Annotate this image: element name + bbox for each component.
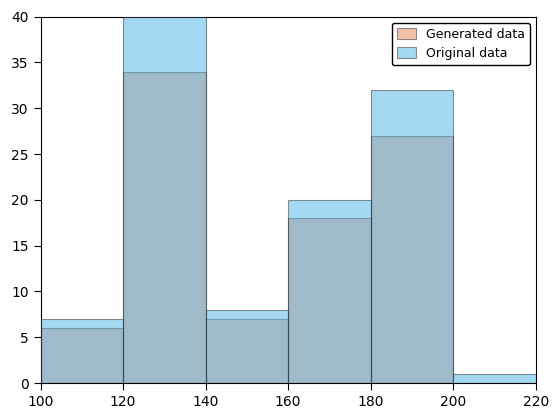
Bar <box>371 136 453 383</box>
Bar <box>40 319 123 383</box>
Bar <box>371 90 453 383</box>
Bar <box>206 310 288 383</box>
Bar <box>40 328 123 383</box>
Bar <box>123 71 206 383</box>
Bar <box>123 17 206 383</box>
Legend: Generated data, Original data: Generated data, Original data <box>392 23 530 65</box>
Bar <box>453 374 536 383</box>
Bar <box>288 218 371 383</box>
Bar <box>288 200 371 383</box>
Bar <box>206 319 288 383</box>
